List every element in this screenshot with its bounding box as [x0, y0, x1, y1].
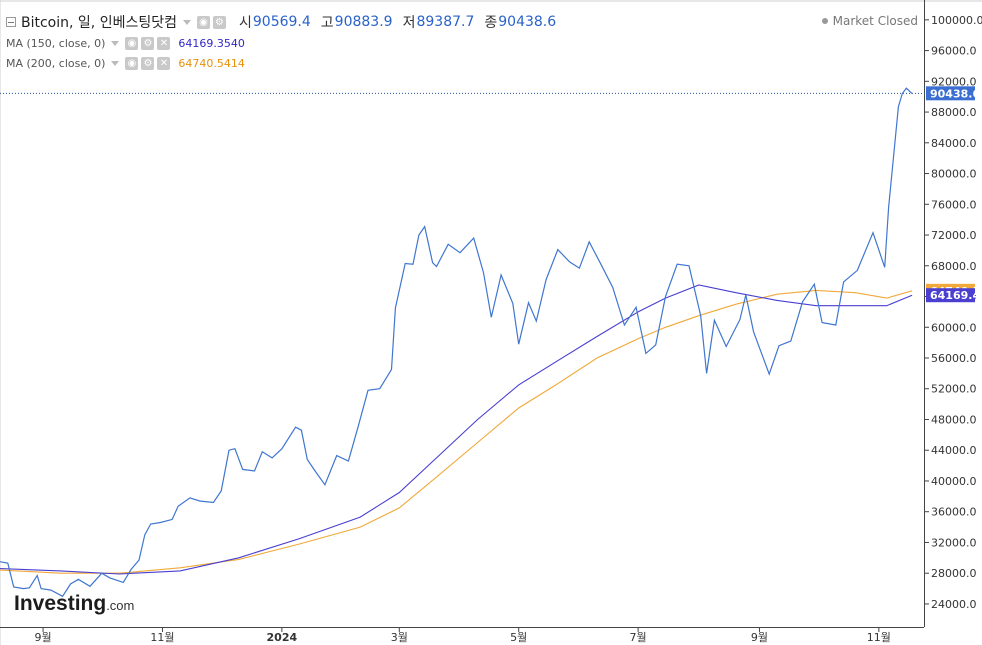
y-tick-label: 60000.0	[931, 321, 977, 334]
y-tick-label: 24000.0	[931, 598, 977, 611]
y-tick-label: 32000.0	[931, 536, 977, 549]
logo-suffix: .com	[106, 598, 135, 613]
legend-ma150: MA (150, close, 0) ◉ ⚙ ✕ 64169.3540	[6, 37, 245, 50]
y-tick-label: 36000.0	[931, 506, 977, 519]
ma150-tag-label: 64169.4	[930, 289, 980, 302]
market-status: Market Closed	[821, 14, 918, 28]
logo-main: Investing	[14, 592, 107, 615]
close-icon[interactable]: ✕	[157, 57, 171, 70]
high-value: 90883.9	[334, 14, 393, 30]
ma150-label: MA (150, close, 0)	[6, 37, 106, 50]
price-line	[0, 87, 913, 598]
ma200-value: 64740.5414	[178, 57, 245, 70]
y-tick-label: 28000.0	[931, 567, 977, 580]
eye-icon[interactable]: ◉	[125, 57, 139, 70]
x-tick-label: 9월	[751, 631, 768, 644]
y-tick-label: 76000.0	[931, 198, 977, 211]
collapse-icon[interactable]	[6, 17, 16, 27]
y-tick-label: 84000.0	[931, 137, 977, 150]
investing-logo: Investing.com	[14, 592, 134, 616]
open-value: 90569.4	[252, 14, 311, 30]
gear-icon[interactable]: ⚙	[141, 57, 155, 70]
y-tick-label: 52000.0	[931, 383, 977, 396]
eye-icon[interactable]: ◉	[125, 37, 139, 50]
open-label: 시	[238, 15, 252, 31]
y-tick-label: 48000.0	[931, 413, 977, 426]
x-tick-label: 5월	[510, 631, 527, 644]
y-tick-label: 96000.0	[931, 45, 977, 58]
x-tick-label: 9월	[34, 631, 51, 644]
status-dot-icon	[821, 18, 828, 24]
chevron-down-icon[interactable]	[111, 41, 120, 46]
y-tick-label: 92000.0	[931, 75, 977, 88]
y-tick-label: 40000.0	[931, 475, 977, 488]
legend-main: Bitcoin, 일, 인베스팅닷컴 ◉ ⚙ 시 90569.4 고 90883…	[6, 12, 556, 32]
ma150-line	[0, 284, 913, 575]
last-price-tag-label: 90438.6	[930, 87, 980, 100]
chevron-down-icon[interactable]	[111, 61, 120, 66]
close-icon[interactable]: ✕	[157, 37, 171, 50]
y-axis[interactable]: 24000.0 28000.0 32000.0 36000.0 40000.0 44000…	[925, 14, 982, 611]
x-tick-label: 7월	[630, 631, 647, 644]
ma150-value: 64169.3540	[178, 37, 245, 50]
high-label: 고	[320, 15, 334, 31]
price-tags: 90438.664740.564169.4	[926, 86, 980, 303]
y-tick-label: 68000.0	[931, 260, 977, 273]
x-tick-label: 3월	[391, 631, 408, 644]
symbol-title: Bitcoin, 일, 인베스팅닷컴	[21, 15, 177, 31]
ma150-tag-bg	[926, 288, 975, 303]
chevron-down-icon[interactable]	[182, 19, 191, 25]
y-tick-label: 88000.0	[931, 106, 977, 119]
market-status-text: Market Closed	[832, 14, 918, 28]
x-tick-label: 11월	[867, 631, 891, 644]
close-label: 종	[484, 15, 498, 31]
y-tick-label: 44000.0	[931, 444, 977, 457]
close-value: 90438.6	[498, 14, 557, 30]
gear-icon[interactable]: ⚙	[212, 15, 226, 29]
last-price-tag-bg	[926, 86, 975, 101]
y-tick-label: 56000.0	[931, 352, 977, 365]
y-tick-label: 100000.0	[931, 14, 982, 27]
x-tick-label: 11월	[150, 631, 174, 644]
x-axis[interactable]: 9월 11월 2024 3월 5월 7월 9월 11월	[34, 628, 891, 644]
ma200-label: MA (200, close, 0)	[6, 57, 106, 70]
gear-icon[interactable]: ⚙	[141, 37, 155, 50]
y-tick-label: 72000.0	[931, 229, 977, 242]
x-tick-label: 2024	[267, 631, 298, 644]
eye-icon[interactable]: ◉	[196, 15, 210, 29]
ma200-line	[0, 289, 913, 574]
y-tick-label: 80000.0	[931, 168, 977, 181]
low-label: 저	[402, 15, 416, 31]
legend-ma200: MA (200, close, 0) ◉ ⚙ ✕ 64740.5414	[6, 57, 245, 70]
low-value: 89387.7	[416, 14, 475, 30]
